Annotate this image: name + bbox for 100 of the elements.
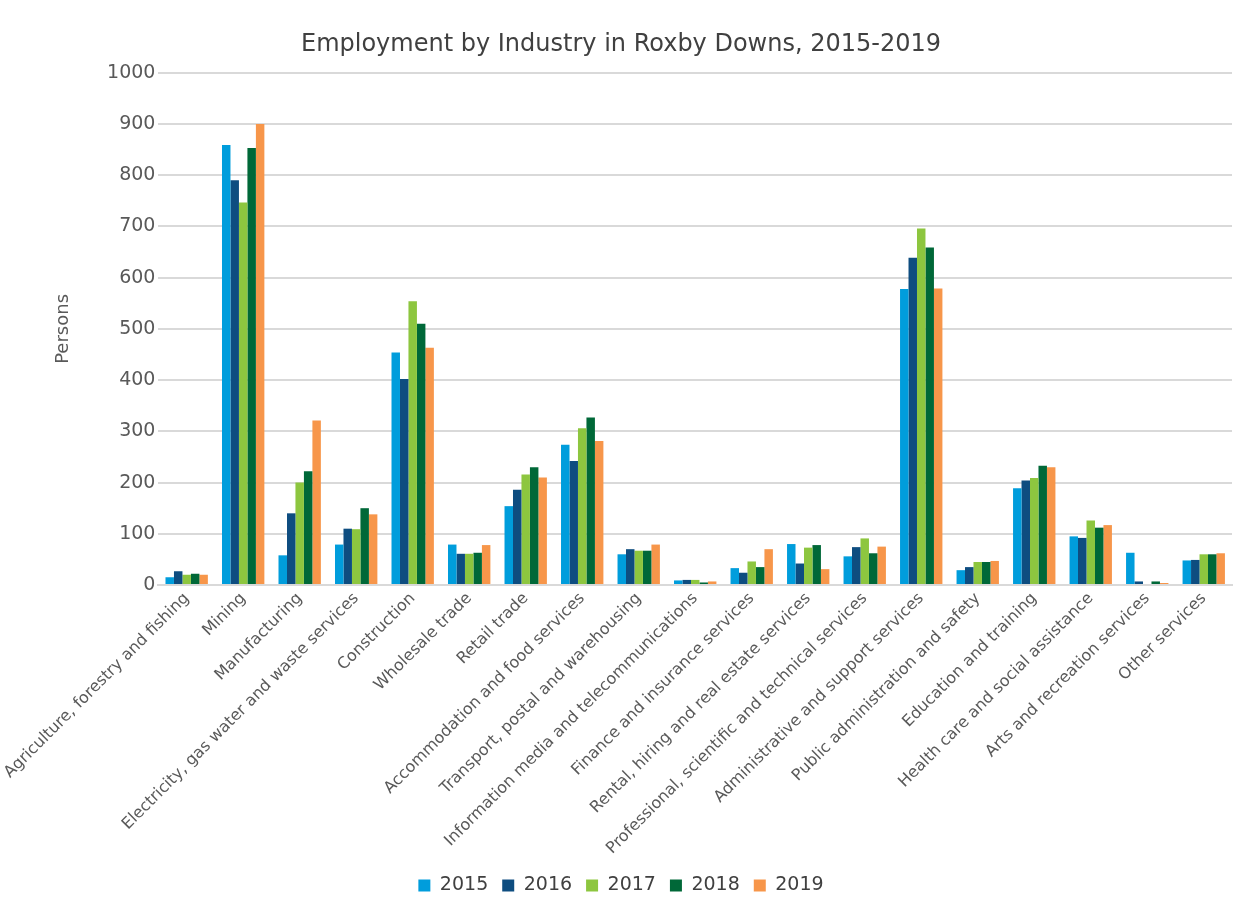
bar <box>682 579 691 585</box>
bar <box>351 529 361 585</box>
y-tick-label: 800 <box>119 162 156 185</box>
bar <box>860 538 869 585</box>
y-tick-label: 0 <box>143 571 156 594</box>
bar <box>408 301 417 585</box>
bar <box>448 544 457 585</box>
bar <box>165 577 174 585</box>
bar <box>190 573 200 585</box>
bar <box>368 514 378 585</box>
bar <box>925 247 934 585</box>
bar <box>1046 467 1056 585</box>
bar <box>795 563 804 585</box>
y-tick-label: 700 <box>119 213 156 236</box>
bar <box>651 544 660 585</box>
bar <box>1038 465 1047 585</box>
bar <box>360 508 369 585</box>
bar <box>812 545 821 585</box>
bar <box>425 347 434 585</box>
bar <box>933 288 943 585</box>
bar <box>247 148 256 585</box>
legend-label: 2019 <box>775 872 824 895</box>
bar <box>473 552 482 585</box>
bar <box>642 550 652 585</box>
bar <box>1013 488 1022 585</box>
bar <box>956 570 966 585</box>
bar <box>820 569 830 585</box>
y-tick-label: 1000 <box>107 59 156 82</box>
bar <box>295 482 304 585</box>
bar <box>803 547 813 585</box>
bar <box>529 467 539 585</box>
bar <box>707 581 717 585</box>
legend-label: 2017 <box>607 872 656 895</box>
bar <box>286 513 296 585</box>
bar <box>1021 480 1030 585</box>
bar <box>626 549 635 585</box>
bar <box>199 574 208 585</box>
bar <box>538 477 547 585</box>
bar <box>391 352 400 585</box>
bar <box>504 506 513 585</box>
bar <box>416 323 426 585</box>
bar <box>561 444 570 585</box>
bar <box>456 553 465 585</box>
bar <box>634 550 643 585</box>
y-tick-label: 900 <box>119 110 156 133</box>
bar <box>852 547 861 585</box>
bar <box>900 288 909 585</box>
bar <box>1207 554 1217 585</box>
bar <box>965 567 974 585</box>
bar <box>521 474 530 585</box>
bar <box>973 561 982 585</box>
bar <box>690 579 700 585</box>
bar <box>787 544 796 585</box>
bar <box>764 549 773 585</box>
y-axis-title: Persons <box>50 293 72 364</box>
y-tick-label: 300 <box>119 418 156 441</box>
bar <box>221 145 231 585</box>
bar <box>1151 581 1160 585</box>
bar <box>238 202 248 585</box>
bar <box>230 180 239 585</box>
bar <box>868 553 878 585</box>
bar <box>1134 581 1144 585</box>
bar <box>1030 477 1039 585</box>
bar <box>569 461 578 585</box>
bar <box>1126 552 1135 585</box>
bar <box>747 561 756 585</box>
legend-label: 2015 <box>439 872 489 895</box>
bar <box>586 417 595 585</box>
y-tick-label: 500 <box>119 315 156 338</box>
bar <box>1216 553 1225 585</box>
bar <box>577 428 587 585</box>
bar <box>755 567 765 585</box>
bar <box>1086 520 1095 585</box>
bar <box>312 420 321 585</box>
bar <box>617 554 626 585</box>
bar <box>278 555 287 585</box>
bar <box>481 545 491 585</box>
bar <box>990 560 999 585</box>
legend-label: 2016 <box>523 872 573 895</box>
y-tick-label: 100 <box>119 520 156 543</box>
bar <box>1191 559 1200 585</box>
bar <box>1069 536 1079 585</box>
bar <box>674 580 683 585</box>
bar <box>1078 537 1087 585</box>
bar <box>908 257 917 585</box>
bar <box>399 379 409 585</box>
y-tick-label: 600 <box>119 264 156 287</box>
bar <box>1199 554 1208 585</box>
bar <box>173 571 183 585</box>
chart-title: Employment by Industry in Roxby Downs, 2015-2019 <box>300 28 942 57</box>
bar <box>255 124 265 585</box>
bar <box>335 544 344 585</box>
bar <box>843 556 853 585</box>
bar <box>739 572 748 585</box>
bar <box>303 471 313 585</box>
bar <box>343 528 352 585</box>
bar <box>981 561 991 585</box>
y-tick-label: 200 <box>119 469 156 492</box>
bar <box>1103 525 1112 585</box>
bar <box>877 546 886 585</box>
